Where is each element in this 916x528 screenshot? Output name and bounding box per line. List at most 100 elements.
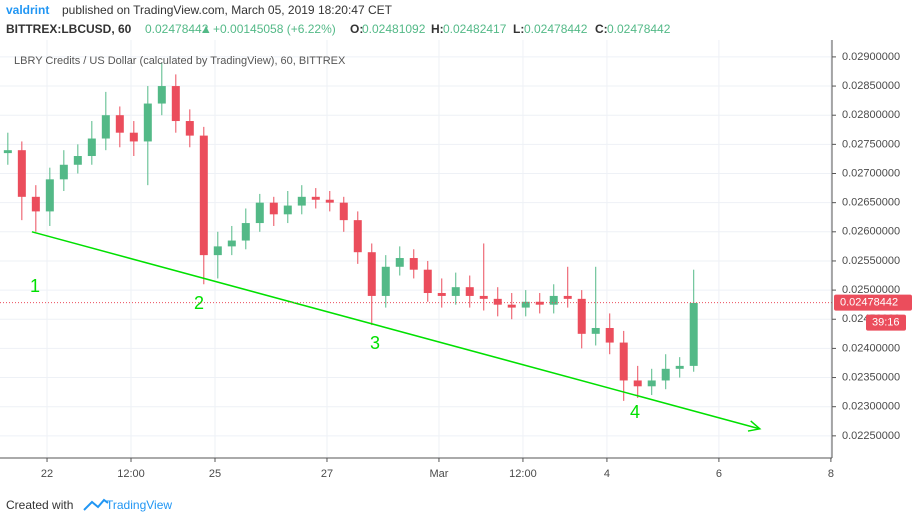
y-tick-label: 0.02650000	[842, 197, 900, 209]
countdown-box	[866, 314, 906, 331]
y-tick-label: 0.02350000	[842, 371, 900, 383]
y-tick-label: 0.02700000	[842, 167, 900, 179]
last-price-box	[834, 294, 912, 311]
last: 0.02478442	[145, 22, 209, 36]
y-tick-label: 0.02750000	[842, 138, 900, 150]
o: 0.02481092	[362, 22, 426, 36]
author[interactable]: valdrint	[6, 3, 49, 17]
h: 0.02482417	[443, 22, 507, 36]
y-tick-label: 0.02500000	[842, 284, 900, 296]
candle-body	[311, 196, 320, 200]
candle-body	[213, 246, 222, 256]
x-tick-label: Mar	[429, 468, 448, 480]
candle-body	[199, 135, 208, 256]
candle-body	[493, 298, 502, 305]
candle-body	[689, 302, 698, 366]
candle-body	[591, 327, 600, 334]
candle-body	[283, 205, 292, 215]
candle-body	[409, 258, 418, 270]
candle-body	[101, 115, 110, 139]
y-tick-label: 0.02550000	[842, 255, 900, 267]
arrow: ▲	[200, 22, 212, 36]
candle-body	[45, 179, 54, 212]
last-price-label: 0.02478442	[840, 297, 898, 309]
candle-body	[381, 266, 390, 296]
symbol: BITTREX:LBCUSD, 60	[6, 22, 132, 36]
x-tick-label: 8	[828, 468, 834, 480]
annotation: 1	[30, 276, 40, 296]
candle-body	[269, 202, 278, 215]
candle-body	[115, 115, 124, 133]
x-tick-label: 27	[321, 468, 333, 480]
candle-body	[241, 223, 250, 241]
y-tick-label: 0.02400000	[842, 342, 900, 354]
x-tick-label: 25	[209, 468, 221, 480]
candle-body	[339, 202, 348, 221]
annotation: 4	[630, 402, 640, 422]
candle-body	[479, 295, 488, 299]
h-label: H:	[431, 22, 444, 36]
candle-body	[227, 240, 236, 247]
chart-title: LBRY Credits / US Dollar (calculated by …	[14, 55, 346, 67]
y-tick-label: 0.02900000	[842, 51, 900, 63]
candle-body	[59, 164, 68, 180]
l: 0.02478442	[524, 22, 588, 36]
candle-body	[143, 103, 152, 142]
candle-body	[507, 304, 516, 308]
candle-body	[647, 380, 656, 387]
x-tick-label: 12:00	[509, 468, 537, 480]
candle-body	[325, 199, 334, 203]
c: 0.02478442	[607, 22, 671, 36]
y-tick-label: 0.02300000	[842, 401, 900, 413]
candle-body	[297, 196, 306, 206]
x-tick-label: 4	[604, 468, 610, 480]
candle-body	[31, 196, 40, 212]
y-tick-label: 0.02250000	[842, 430, 900, 442]
candle-body	[171, 86, 180, 122]
candle-body	[73, 156, 82, 165]
published: published on TradingView.com, March 05, …	[62, 3, 393, 17]
candle-body	[577, 298, 586, 334]
candle-body	[437, 293, 446, 296]
candle-body	[87, 138, 96, 157]
candle-body	[465, 287, 474, 296]
y-tick-label: 0.02800000	[842, 109, 900, 121]
candle-body	[129, 132, 138, 142]
annotation: 3	[370, 333, 380, 353]
x-tick-label: 6	[716, 468, 722, 480]
candle-body	[675, 365, 684, 369]
l-label: L:	[513, 22, 524, 36]
candle-body	[605, 327, 614, 343]
candle-body	[353, 220, 362, 253]
change: +0.00145058 (+6.22%)	[213, 22, 336, 36]
candle-body	[619, 342, 628, 381]
y-tick-label: 0.02600000	[842, 226, 900, 238]
candle-body	[451, 287, 460, 296]
x-tick-label: 22	[41, 468, 53, 480]
x-tick-label: 12:00	[117, 468, 145, 480]
candle-body	[395, 258, 404, 267]
candle-body	[633, 380, 642, 387]
logo	[83, 498, 109, 511]
candle-body	[367, 252, 376, 296]
footer-brand[interactable]: TradingView	[106, 498, 172, 512]
candle-body	[563, 295, 572, 299]
trendline	[31, 231, 760, 430]
candle-body	[661, 368, 670, 381]
y-tick-label: 0.02850000	[842, 80, 900, 92]
candle-body	[185, 121, 194, 136]
candle-body	[255, 202, 264, 224]
footer-created: Created with	[6, 498, 73, 512]
candle-body	[17, 150, 26, 197]
trendline-arrow	[747, 420, 762, 432]
candle-body	[521, 301, 530, 308]
candle-body	[535, 301, 544, 305]
candle-body	[3, 150, 12, 154]
countdown: 39:16	[872, 317, 900, 329]
candle-body	[157, 86, 166, 104]
candle-body	[549, 295, 558, 305]
o-label: O:	[350, 22, 363, 36]
c-label: C:	[595, 22, 608, 36]
